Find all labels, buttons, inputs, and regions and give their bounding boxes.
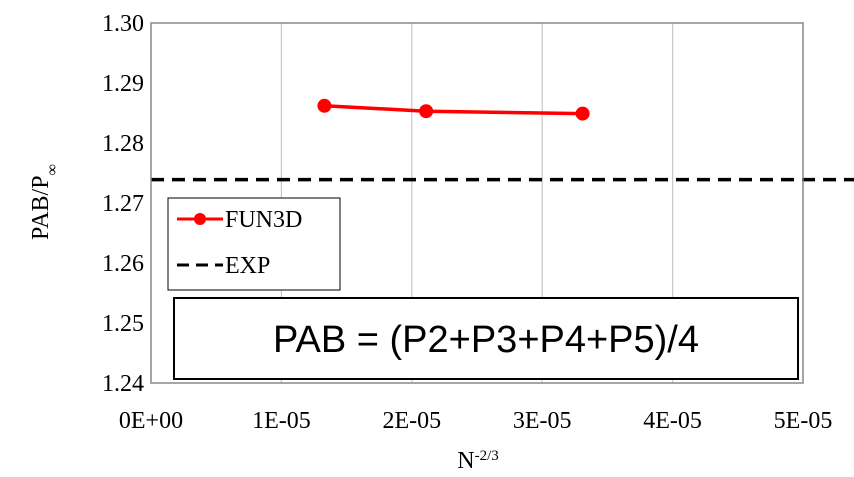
fun3d-data-point: [419, 104, 434, 119]
x-axis-label-base: N: [457, 448, 474, 474]
annotation-formula: PAB = (P2+P3+P4+P5)/4: [273, 319, 699, 361]
annotation-box: PAB = (P2+P3+P4+P5)/4: [173, 297, 799, 380]
legend-exp-label: EXP: [225, 253, 270, 279]
x-axis-label-superscript: -2/3: [475, 448, 499, 464]
x-tick-label: 0E+00: [119, 408, 183, 434]
annotation-frame: [173, 297, 799, 380]
fun3d-line: [324, 104, 583, 116]
y-axis-label-subscript: ∞: [44, 164, 61, 175]
y-tick-label: 1.27: [102, 191, 144, 217]
y-axis-label-base: PAB/P: [28, 175, 54, 240]
svg-text:PAB/P∞: PAB/P∞: [28, 164, 61, 240]
legend: FUN3D EXP: [167, 197, 341, 291]
y-tick-label: 1.30: [102, 11, 144, 37]
fun3d-data-point: [575, 106, 590, 121]
x-axis-label: N-2/3: [457, 448, 499, 474]
y-tick-label: 1.29: [102, 71, 144, 97]
x-tick-label: 2E-05: [382, 408, 441, 434]
legend-fun3d-marker: [194, 213, 206, 225]
y-tick-labels: 1.24 1.25 1.26 1.27 1.28 1.29 1.30: [102, 11, 144, 397]
y-tick-label: 1.26: [102, 251, 144, 277]
y-tick-label: 1.25: [102, 311, 144, 337]
data-series: [151, 98, 854, 182]
x-tick-label: 5E-05: [774, 408, 833, 434]
legend-fun3d-label: FUN3D: [225, 207, 302, 233]
y-axis-label: PAB/P∞: [28, 164, 61, 240]
y-tick-label: 1.24: [102, 371, 144, 397]
x-tick-labels: 0E+00 1E-05 2E-05 3E-05 4E-05 5E-05: [119, 408, 832, 434]
x-tick-label: 3E-05: [513, 408, 572, 434]
x-tick-label: 4E-05: [643, 408, 702, 434]
plot-area-frame: [150, 22, 804, 384]
y-tick-label: 1.28: [102, 131, 144, 157]
fun3d-data-point: [317, 98, 332, 113]
legend-box: [167, 197, 341, 291]
x-tick-label: 1E-05: [252, 408, 311, 434]
